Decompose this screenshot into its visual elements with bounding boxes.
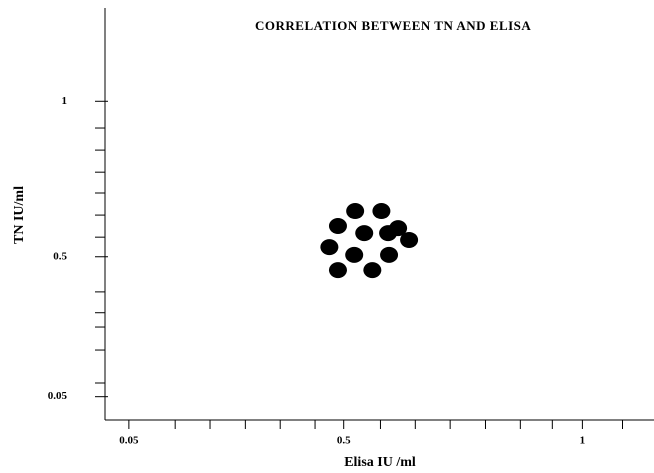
point [379,225,398,242]
point [400,231,419,248]
point [355,225,374,242]
y-tick-label: 0.5 [53,250,67,262]
point [345,246,364,263]
y-tick-label: 0.05 [48,390,68,402]
y-tick-label: 1 [62,95,68,107]
point [380,246,399,263]
point [346,203,365,220]
point [320,239,339,256]
chart-title: CORRELATION BETWEEN TN AND ELISA [255,18,531,33]
point [363,262,382,279]
y-axis-title: TN IU/ml [12,186,27,244]
point [328,262,347,279]
x-tick-label: 0.5 [337,435,351,447]
point [372,203,391,220]
point [328,217,347,234]
x-tick-label: 1 [580,435,586,447]
x-tick-label: 0.05 [119,435,139,447]
x-axis-title: Elisa IU /ml [344,455,416,470]
